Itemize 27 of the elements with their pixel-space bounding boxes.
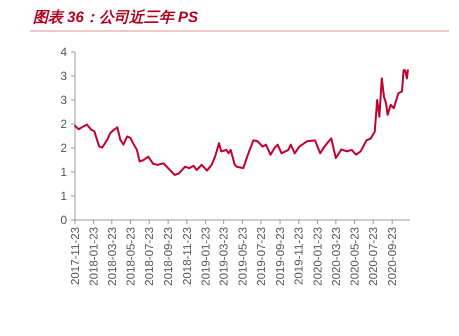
x-tick-label: 2020-03-23 xyxy=(330,227,343,286)
x-tick-label: 2017-11-23 xyxy=(70,227,82,285)
y-tick-label: 3 xyxy=(60,93,68,107)
x-tick-label: 2018-11-23 xyxy=(182,227,194,285)
x-tick-label: 2019-03-23 xyxy=(218,227,231,286)
title: 图表 36：公司近三年 PS xyxy=(33,9,198,26)
x-tick-label: 2018-07-23 xyxy=(144,227,156,286)
x-tick-label: 2020-07-23 xyxy=(368,227,380,286)
x-tick-label: 2019-09-23 xyxy=(275,227,288,286)
x-tick-label: 2020-01-23 xyxy=(312,227,324,286)
y-tick-label: 2 xyxy=(60,117,68,131)
x-tick-label: 2019-05-23 xyxy=(237,227,250,286)
x-tick-label: 2019-11-23 xyxy=(294,227,306,285)
y-tick-label: 3 xyxy=(60,69,68,83)
x-tick-label: 2019-01-23 xyxy=(200,227,213,286)
x-tick-label: 2018-01-23 xyxy=(88,227,101,286)
x-tick-label: 2018-09-23 xyxy=(163,227,176,286)
x-tick-label: 2018-03-23 xyxy=(106,227,119,286)
x-tick-label: 2020-09-23 xyxy=(387,227,400,286)
x-tick-label: 2019-07-23 xyxy=(256,227,268,286)
y-tick-label: 1 xyxy=(60,189,68,203)
y-tick-label: 2 xyxy=(60,141,68,155)
x-tick-label: 2020-05-23 xyxy=(350,227,362,286)
y-tick-label: 1 xyxy=(60,165,68,179)
y-tick-label: 4 xyxy=(60,45,68,59)
y-tick-label: 0 xyxy=(60,213,68,227)
x-tick-label: 2018-05-23 xyxy=(125,227,138,286)
